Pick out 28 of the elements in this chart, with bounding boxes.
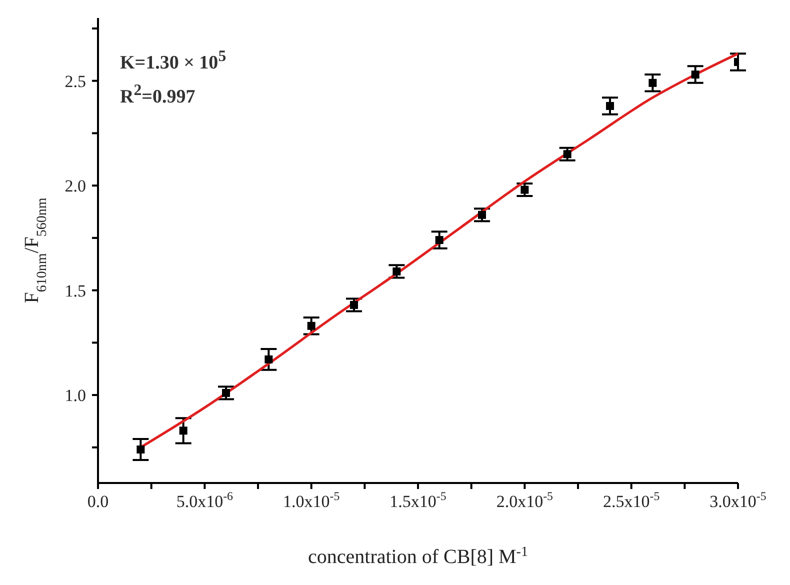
y-tick-label: 2.0: [64, 176, 86, 196]
point: [606, 102, 614, 110]
point: [179, 426, 188, 435]
point: [350, 300, 358, 309]
point: [222, 388, 230, 397]
point: [478, 210, 486, 219]
point: [392, 267, 401, 276]
x-tick-label: 2.5x10$^{-5}$: [603, 489, 660, 511]
annotation: R$^{2}$=0.997: [120, 82, 196, 108]
y-tick-label: 1.0: [64, 386, 86, 406]
y-tick-label: 2.5: [64, 72, 86, 91]
point: [520, 186, 529, 194]
point: [648, 78, 657, 87]
point: [691, 70, 700, 79]
point: [563, 150, 572, 158]
point: [435, 236, 444, 244]
x-tick-label: 1.5x10$^{-5}$: [390, 489, 446, 511]
x-tick-label: 0.0: [87, 492, 109, 511]
annotation: K=1.30 × 10$^{5}$: [120, 48, 226, 74]
x-tick-label: 2.0x10$^{-5}$: [496, 489, 554, 511]
y-tick-label: 1.5: [64, 281, 86, 300]
x-tick-label: 5.0x10$^{-6}$: [176, 489, 234, 511]
point: [264, 355, 273, 364]
point: [307, 322, 316, 330]
x-axis-title: concentration of CB[8] M$^{-1}$: [308, 544, 528, 568]
x-tick-label: 1.0x10$^{-5}$: [283, 489, 340, 511]
x-tick-label: 3.0x10$^{-5}$: [710, 489, 766, 511]
point: [136, 445, 145, 454]
